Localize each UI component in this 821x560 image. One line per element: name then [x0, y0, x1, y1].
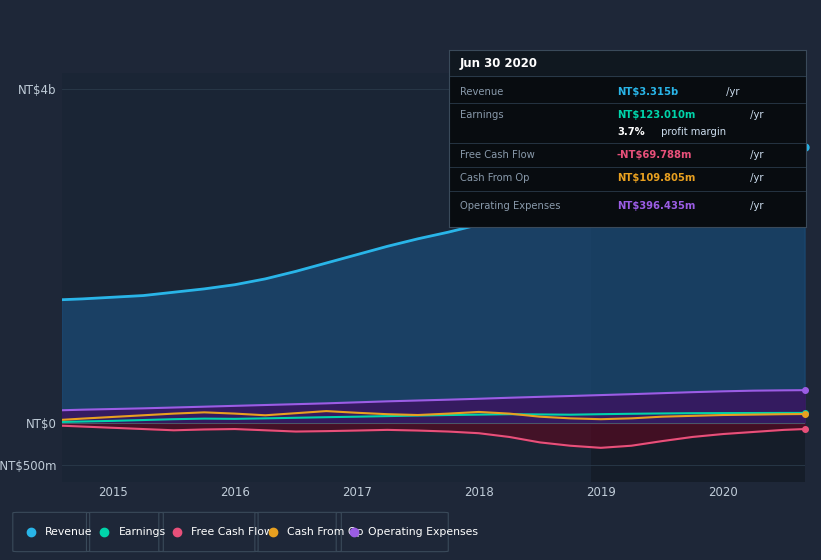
Text: 3.7%: 3.7%: [617, 128, 644, 137]
Text: Earnings: Earnings: [460, 110, 503, 120]
Text: Free Cash Flow: Free Cash Flow: [190, 527, 273, 537]
Text: /yr: /yr: [746, 200, 763, 211]
Bar: [449, 50, 806, 76]
Text: NT$3.315b: NT$3.315b: [617, 87, 678, 97]
Text: NT$123.010m: NT$123.010m: [617, 110, 695, 120]
Text: Free Cash Flow: Free Cash Flow: [460, 150, 534, 160]
Text: /yr: /yr: [746, 173, 763, 183]
Text: Earnings: Earnings: [118, 527, 166, 537]
Text: /yr: /yr: [723, 87, 740, 97]
Text: Operating Expenses: Operating Expenses: [369, 527, 478, 537]
Text: -NT$69.788m: -NT$69.788m: [617, 150, 692, 160]
Text: /yr: /yr: [746, 110, 763, 120]
Text: Jun 30 2020: Jun 30 2020: [460, 57, 538, 70]
Text: profit margin: profit margin: [658, 128, 726, 137]
Text: Revenue: Revenue: [460, 87, 503, 97]
Bar: [591, 73, 805, 482]
Text: Cash From Op: Cash From Op: [287, 527, 364, 537]
Text: NT$109.805m: NT$109.805m: [617, 173, 695, 183]
Text: Cash From Op: Cash From Op: [460, 173, 530, 183]
Text: Operating Expenses: Operating Expenses: [460, 200, 560, 211]
Text: /yr: /yr: [746, 150, 763, 160]
Text: Revenue: Revenue: [45, 527, 92, 537]
Text: NT$396.435m: NT$396.435m: [617, 200, 695, 211]
